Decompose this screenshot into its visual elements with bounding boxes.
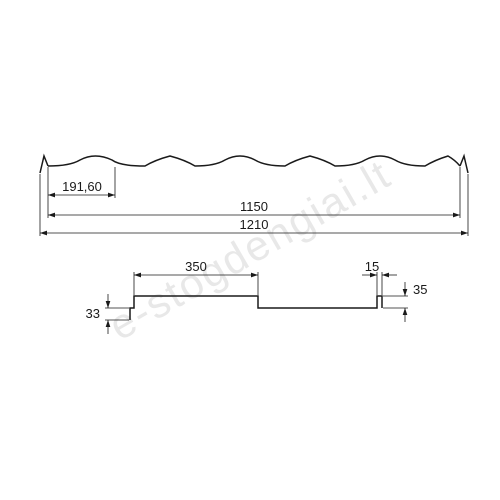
dim-35-label: 35 [413,282,427,297]
dim-350: 350 [134,259,258,295]
dim-1210-label: 1210 [240,217,269,232]
dim-1150-label: 1150 [240,199,268,214]
dim-33-label: 33 [86,306,100,321]
dim-1150: 1150 [48,167,460,218]
bottom-profile [130,296,382,320]
technical-drawing: 191,60 1150 1210 350 15 35 [0,0,500,500]
dim-35: 35 [383,282,427,322]
dim-15: 15 [362,259,397,295]
top-profile [40,156,468,173]
dim-33: 33 [86,294,129,334]
dim-350-label: 350 [185,259,207,274]
dim-segment: 191,60 [48,167,115,198]
dim-segment-label: 191,60 [62,179,102,194]
dim-15-label: 15 [365,259,379,274]
